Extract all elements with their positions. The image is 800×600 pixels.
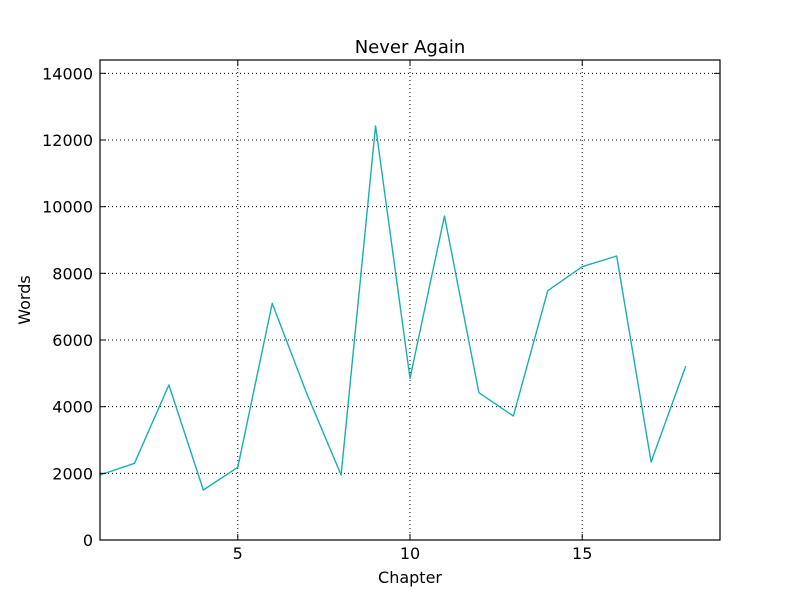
series-line-0 xyxy=(99,125,687,491)
ticks: 5 10 15 0 2000 4000 6000 8000 10000 12000 14000 xyxy=(42,60,720,563)
x-axis-label: Chapter xyxy=(378,568,442,587)
y-tick-label-3: 6000 xyxy=(52,331,93,350)
chart-title: Never Again xyxy=(355,37,466,58)
y-tick-label-4: 8000 xyxy=(52,264,93,283)
y-tick-label-7: 14000 xyxy=(42,64,93,83)
y-tick-label-1: 2000 xyxy=(52,464,93,483)
series-layer xyxy=(99,125,687,491)
x-tick-label-2: 15 xyxy=(572,544,592,563)
y-tick-label-5: 10000 xyxy=(42,198,93,217)
y-tick-label-6: 12000 xyxy=(42,131,93,150)
y-tick-label-0: 0 xyxy=(83,531,93,550)
y-axis-label: Words xyxy=(15,275,34,324)
y-tick-label-2: 4000 xyxy=(52,398,93,417)
grid xyxy=(100,60,720,541)
x-tick-label-1: 10 xyxy=(400,544,420,563)
x-tick-label-0: 5 xyxy=(233,544,243,563)
